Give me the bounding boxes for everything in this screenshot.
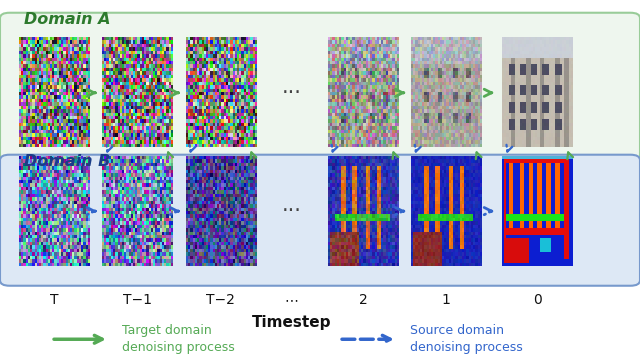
- Text: Source domain
denoising process: Source domain denoising process: [410, 324, 522, 354]
- Text: T−2: T−2: [206, 293, 236, 307]
- Text: 0: 0: [533, 293, 542, 307]
- Text: ⋯: ⋯: [285, 293, 299, 307]
- Text: Domain B: Domain B: [24, 154, 111, 169]
- Text: 1: 1: [442, 293, 451, 307]
- Text: ···: ···: [282, 83, 302, 103]
- Text: Domain A: Domain A: [24, 12, 111, 27]
- Text: Target domain
denoising process: Target domain denoising process: [122, 324, 234, 354]
- FancyBboxPatch shape: [0, 13, 640, 166]
- Text: Timestep: Timestep: [252, 315, 332, 330]
- Text: T−1: T−1: [123, 293, 152, 307]
- Text: ···: ···: [282, 201, 302, 221]
- FancyBboxPatch shape: [0, 155, 640, 286]
- Text: 2: 2: [358, 293, 367, 307]
- Text: T: T: [50, 293, 59, 307]
